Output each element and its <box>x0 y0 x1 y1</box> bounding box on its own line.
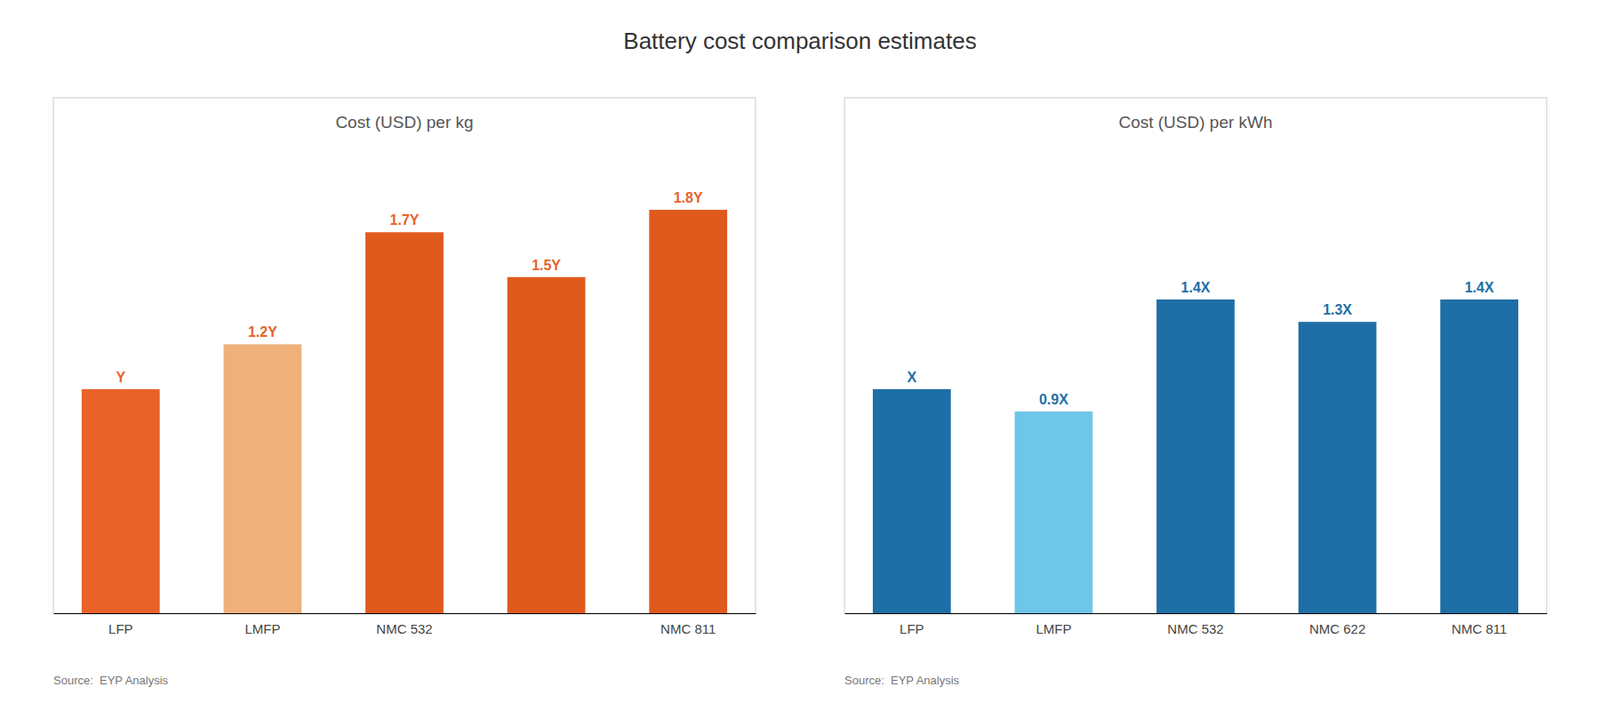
x-tick-label: NMC 532 <box>376 621 432 637</box>
subtitle: Cost (USD) per kg <box>335 112 473 132</box>
data-label: 0.9X <box>1039 392 1069 408</box>
annotation: Source: EYP Analysis <box>53 673 169 688</box>
x-tick-label: NMC 811 <box>1451 621 1507 637</box>
panel: Y 1.2Y 1.7Y 1.5Y 1.8Y Cost (USD) per kg LFP LMF… <box>53 97 757 637</box>
data-label: 1.3X <box>1322 302 1352 318</box>
data-label: 1.4X <box>1181 280 1211 296</box>
plot-frame <box>53 97 756 614</box>
bars <box>81 209 728 614</box>
data-labels: Y 1.2Y 1.7Y 1.5Y 1.8Y <box>115 190 704 385</box>
bar <box>365 232 444 614</box>
bar <box>1298 321 1377 614</box>
title: Battery cost comparison estimates <box>623 27 976 55</box>
panel: X 0.9X 1.4X 1.3X 1.4X Cost (USD) per kWh LFP LM… <box>844 97 1548 637</box>
x-tick: NMC 811 <box>660 621 716 637</box>
data-label: X <box>906 369 917 385</box>
data-label: 1.8Y <box>673 190 704 206</box>
x-tick: LFP <box>108 621 134 637</box>
bar <box>1156 299 1235 614</box>
data-label: Y <box>115 369 126 385</box>
x-axis: LFP LMFP NMC 532 NMC 811 <box>54 614 757 637</box>
x-tick-label: NMC 532 <box>1167 621 1224 637</box>
x-tick: NMC 532 <box>376 621 432 637</box>
x-tick-label: LFP <box>108 621 134 637</box>
chart: Battery cost comparison estimates Y 1.2Y 1.… <box>0 0 1600 711</box>
x-tick-label: LFP <box>899 621 925 637</box>
x-tick-label: LMFP <box>244 621 280 637</box>
bar <box>872 389 952 614</box>
x-tick: NMC 811 <box>1451 621 1507 637</box>
data-label: 1.7Y <box>390 212 420 228</box>
data-label: 1.4X <box>1464 280 1495 296</box>
x-axis-line <box>845 613 1548 615</box>
bar <box>81 389 160 614</box>
x-tick: LFP <box>899 621 925 637</box>
x-axis-line <box>54 613 757 615</box>
annotation: Source: EYP Analysis <box>844 673 960 688</box>
x-tick: NMC 532 <box>1167 621 1224 637</box>
bar <box>507 277 586 614</box>
subtitle: Cost (USD) per kWh <box>1118 112 1272 132</box>
bars <box>872 299 1519 614</box>
x-tick: LMFP <box>244 621 280 637</box>
x-tick-label: NMC 622 <box>1309 621 1366 637</box>
x-tick: NMC 622 <box>1309 621 1366 637</box>
bar <box>1440 299 1519 614</box>
bar <box>224 344 303 614</box>
bar <box>1015 411 1094 614</box>
data-labels: X 0.9X 1.4X 1.3X 1.4X <box>906 280 1495 408</box>
plot-frame <box>844 97 1547 614</box>
x-tick-label: NMC 811 <box>660 621 716 637</box>
data-label: 1.5Y <box>531 257 561 273</box>
x-tick-label: LMFP <box>1035 621 1072 637</box>
x-tick: LMFP <box>1035 621 1072 637</box>
x-axis: LFP LMFP NMC 532 NMC 622 NMC 811 <box>845 614 1548 637</box>
data-label: 1.2Y <box>248 324 278 340</box>
bar <box>648 209 728 614</box>
